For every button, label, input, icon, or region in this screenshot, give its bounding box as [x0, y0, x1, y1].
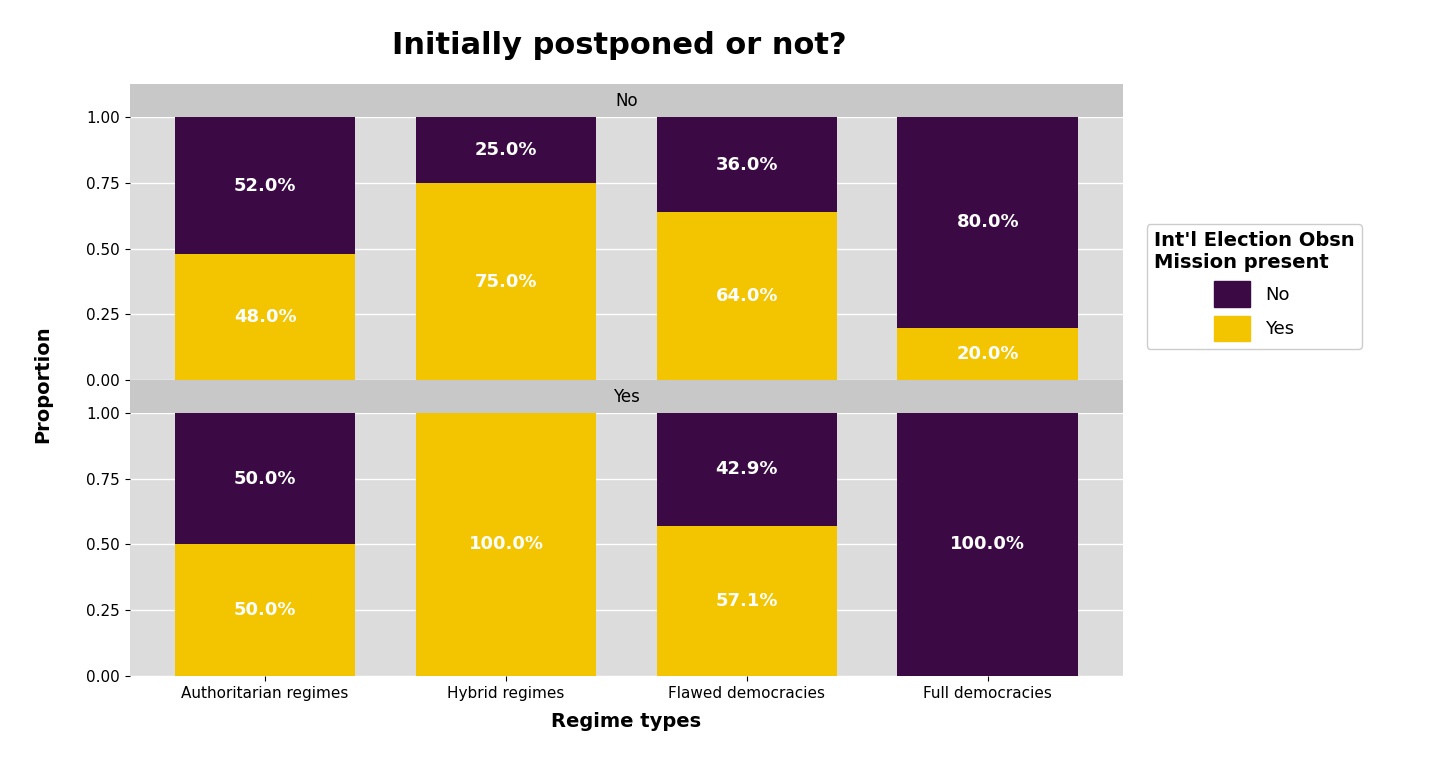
Bar: [174, 118, 356, 254]
Text: 50.0%: 50.0%: [233, 601, 297, 619]
Text: No: No: [615, 92, 638, 110]
Text: 50.0%: 50.0%: [233, 470, 297, 488]
X-axis label: Regime types: Regime types: [552, 712, 701, 730]
Text: 64.0%: 64.0%: [716, 287, 778, 305]
Bar: [657, 212, 837, 380]
Bar: [174, 413, 356, 545]
Text: 75.0%: 75.0%: [475, 273, 537, 290]
Bar: [174, 254, 356, 380]
Bar: [657, 413, 837, 526]
Bar: [657, 526, 837, 676]
Bar: [897, 328, 1079, 380]
Text: 36.0%: 36.0%: [716, 156, 778, 174]
Legend: No, Yes: No, Yes: [1146, 224, 1362, 349]
Bar: [416, 183, 596, 380]
Text: 20.0%: 20.0%: [956, 345, 1020, 362]
Bar: [416, 118, 596, 183]
Text: 80.0%: 80.0%: [956, 214, 1020, 231]
Bar: [657, 118, 837, 212]
Bar: [897, 118, 1079, 328]
Text: 100.0%: 100.0%: [468, 535, 543, 554]
Text: 42.9%: 42.9%: [716, 460, 778, 478]
Bar: [897, 413, 1079, 676]
Text: Proportion: Proportion: [33, 325, 53, 443]
Bar: [174, 545, 356, 676]
Text: 52.0%: 52.0%: [233, 177, 297, 194]
Bar: [416, 413, 596, 676]
Text: 100.0%: 100.0%: [950, 535, 1025, 554]
Text: 57.1%: 57.1%: [716, 592, 778, 610]
Text: 48.0%: 48.0%: [233, 308, 297, 326]
Text: 25.0%: 25.0%: [475, 141, 537, 159]
Text: Initially postponed or not?: Initially postponed or not?: [392, 31, 847, 60]
Text: Yes: Yes: [613, 388, 639, 406]
